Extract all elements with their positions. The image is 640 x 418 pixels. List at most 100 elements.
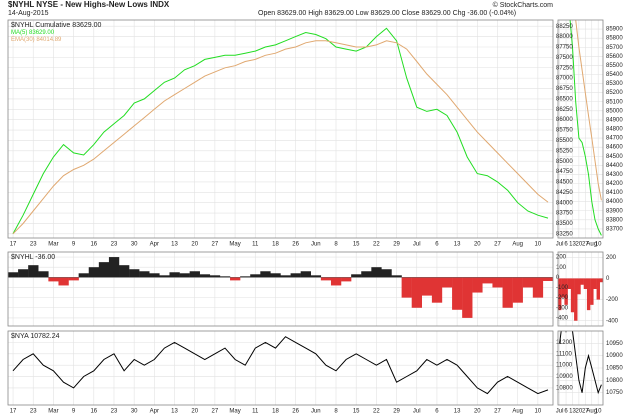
bar — [169, 272, 180, 278]
main-plot — [8, 20, 553, 238]
panel-frame — [557, 19, 604, 239]
bar — [78, 273, 89, 278]
x-tick-label: 30 — [131, 242, 138, 248]
bar — [593, 278, 597, 289]
panel-frame — [7, 251, 554, 327]
y-tick-label: -400 — [556, 315, 569, 321]
y-tick-label: 84100 — [606, 190, 623, 196]
bar — [441, 277, 453, 288]
y-tick-label: 83700 — [606, 226, 623, 232]
y-tick-label: 85750 — [556, 128, 573, 134]
legend-entry: MA(5) 83629.00 — [11, 30, 55, 36]
bar — [462, 277, 473, 318]
y-tick-label: 10850 — [606, 366, 623, 372]
y-tick-label: -300 — [556, 305, 569, 311]
y-tick-label: 85500 — [606, 63, 623, 69]
bar — [542, 277, 553, 281]
legend-value: -36.00 — [35, 254, 55, 261]
x-tick-label: 27 — [494, 409, 501, 415]
bar — [199, 274, 211, 278]
y-tick-label: 84800 — [606, 127, 623, 133]
bar — [472, 277, 483, 293]
bar — [452, 277, 463, 310]
series-line — [559, 331, 602, 395]
x-tick-label: 20 — [576, 242, 583, 248]
y-tick-label: 83500 — [556, 221, 573, 227]
bar — [522, 277, 534, 288]
bar — [492, 277, 503, 288]
bar — [219, 276, 231, 278]
x-tick-label: 27 — [582, 242, 589, 248]
bar — [8, 272, 19, 278]
main-plot — [8, 331, 553, 405]
y-tick-label: 100 — [556, 265, 567, 271]
x-tick-label: 9 — [72, 409, 76, 415]
x-tick-label: Aug — [512, 409, 523, 415]
x-tick-label: 10 — [535, 409, 542, 415]
bar — [98, 262, 110, 278]
x-tick-label: 16 — [90, 242, 97, 248]
x-tick-label: Apr — [150, 242, 159, 248]
x-tick-label: 30 — [131, 409, 138, 415]
bar — [179, 273, 190, 278]
bar — [240, 276, 251, 278]
legend-title: $NYHL Cumulative — [11, 22, 70, 29]
bar — [577, 278, 581, 295]
bar — [391, 275, 402, 278]
x-tick-label: 17 — [10, 409, 17, 415]
x-tick-label: 13 — [171, 242, 178, 248]
x-tick-label: 18 — [272, 242, 279, 248]
bar — [28, 265, 39, 278]
y-tick-label: 85900 — [606, 27, 623, 33]
y-tick-label: 87500 — [556, 55, 573, 61]
bar — [250, 274, 261, 278]
x-tick-label: Aug — [586, 409, 597, 415]
bar — [270, 273, 281, 278]
legend-value: 10782.24 — [30, 333, 59, 340]
legend-title: $NYA — [11, 333, 29, 340]
y-tick-label: 88250 — [556, 24, 573, 30]
side-plot — [558, 252, 603, 326]
y-tick-label: 83800 — [606, 217, 623, 223]
bar — [580, 278, 584, 285]
x-tick-label: 27 — [212, 242, 219, 248]
bar — [564, 278, 568, 305]
y-tick-label: 83900 — [606, 208, 623, 214]
y-tick-label: 10800 — [556, 386, 573, 392]
x-tick-label: 23 — [30, 242, 37, 248]
legend-name: MA(5) — [11, 30, 27, 36]
x-tick-label: 23 — [30, 409, 37, 415]
x-tick-label: Aug — [512, 242, 523, 248]
x-tick-label: Jul — [413, 242, 421, 248]
x-tick-label: 27 — [212, 409, 219, 415]
y-tick-label: 84900 — [606, 117, 623, 123]
bar — [38, 271, 49, 278]
x-tick-label: May — [229, 409, 240, 415]
y-tick-label: 84300 — [606, 172, 623, 178]
y-tick-label: 200 — [606, 255, 617, 261]
x-tick-label: Jul — [413, 409, 421, 415]
y-tick-label: 11200 — [556, 340, 573, 346]
bar — [119, 265, 130, 278]
y-tick-label: -200 — [606, 297, 619, 303]
legend-name: EMA(30) — [11, 37, 35, 43]
bar — [421, 277, 433, 296]
y-tick-label: 84200 — [606, 181, 623, 187]
x-tick-label: 15 — [353, 242, 360, 248]
bar — [381, 269, 392, 278]
x-tick-label: 13 — [569, 409, 576, 415]
chart-title: $NYHL NYSE - New Highs-New Lows INDX — [8, 0, 170, 9]
bar — [570, 278, 575, 313]
y-tick-label: 85700 — [606, 45, 623, 51]
bar — [149, 273, 160, 278]
bar — [361, 271, 372, 278]
y-tick-label: 85800 — [606, 36, 623, 42]
x-tick-label: 13 — [569, 242, 576, 248]
x-tick-label: 6 — [564, 409, 568, 415]
x-tick-label: 26 — [292, 409, 299, 415]
bar — [341, 277, 352, 282]
bar — [558, 278, 562, 311]
bar — [300, 271, 311, 278]
x-tick-label: Mar — [48, 409, 58, 415]
y-tick-label: 11000 — [556, 363, 573, 369]
